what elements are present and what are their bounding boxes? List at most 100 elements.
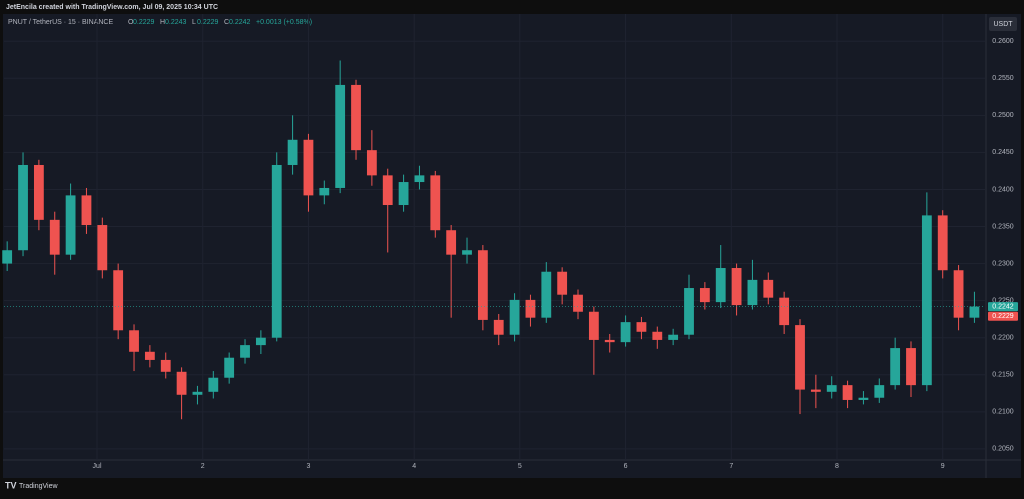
- candle-body: [303, 139, 314, 196]
- candle-body: [430, 175, 441, 231]
- price-tag: [988, 311, 1018, 321]
- candle-body: [335, 84, 346, 188]
- candle-body: [810, 389, 821, 392]
- candle-body: [668, 334, 679, 340]
- candle-body: [969, 306, 980, 318]
- candle-body: [573, 294, 583, 312]
- candle-body: [795, 325, 805, 390]
- candle-body: [652, 331, 663, 340]
- candle-body: [731, 268, 742, 306]
- candle-body: [763, 279, 774, 298]
- candle-body: [18, 164, 28, 251]
- y-tick-label: 0.2300: [992, 260, 1014, 267]
- candle-body: [874, 385, 885, 398]
- credit: JetEncila created with TradingView.com, …: [6, 4, 218, 11]
- y-tick-label: 0.2350: [992, 223, 1014, 230]
- price-tag: [988, 302, 1018, 312]
- y-tick-label: 0.2400: [992, 186, 1014, 193]
- candle-body: [684, 288, 694, 335]
- currency: USDT: [993, 21, 1013, 28]
- candle-body: [398, 182, 409, 206]
- legend-value: 0.2229: [133, 19, 155, 26]
- price-tag-label: 0.2229: [992, 313, 1014, 320]
- x-tick-label: 5: [518, 463, 522, 470]
- candle-body: [921, 215, 932, 386]
- y-tick-label: 0.2500: [992, 112, 1014, 119]
- candle-body: [858, 397, 869, 400]
- candle-body: [699, 288, 710, 303]
- candle-body: [319, 187, 330, 196]
- logo-mark: TV: [5, 480, 17, 490]
- y-tick-label: 0.2150: [992, 372, 1014, 379]
- candle-body: [192, 391, 203, 395]
- candle-body: [541, 271, 552, 318]
- candle-body: [97, 225, 108, 271]
- candle-body: [382, 175, 393, 206]
- candle-body: [414, 175, 425, 183]
- x-tick-label: 8: [835, 463, 839, 470]
- candle-body: [525, 299, 536, 318]
- candle-body: [287, 139, 298, 165]
- candle-body: [65, 195, 76, 255]
- x-tick-label: 7: [729, 463, 733, 470]
- price-tag-label: 0.2242: [992, 303, 1014, 310]
- x-tick-label: 9: [941, 463, 945, 470]
- x-tick-label: 4: [412, 463, 416, 470]
- candle-body: [509, 299, 520, 335]
- x-tick-label: 3: [306, 463, 310, 470]
- candle-body: [826, 385, 837, 392]
- y-tick-label: 0.2450: [992, 149, 1014, 156]
- legend-key: O: [128, 19, 134, 26]
- candle-body: [224, 357, 235, 378]
- candle-body: [477, 250, 488, 320]
- legend-change: +0.0013 (+0.58%): [256, 19, 312, 26]
- candle-body: [446, 230, 457, 255]
- candle-body: [462, 250, 472, 255]
- legend-value: 0.2243: [165, 19, 187, 26]
- legend-key: L: [192, 19, 196, 26]
- legend-key: H: [160, 19, 165, 26]
- legend-key: C: [224, 19, 229, 26]
- candle-body: [842, 385, 853, 400]
- x-tick-label: 6: [624, 463, 628, 470]
- candle-body: [2, 250, 13, 264]
- candle-body: [176, 371, 187, 395]
- candle-body: [636, 322, 647, 332]
- candle-body: [937, 215, 948, 271]
- candle-body: [208, 377, 219, 392]
- candle-body: [81, 195, 92, 226]
- chart-area: [3, 14, 1021, 478]
- y-tick-label: 0.2100: [992, 409, 1014, 416]
- candle-body: [113, 270, 124, 331]
- candle-body: [255, 337, 266, 346]
- candle-body: [351, 84, 361, 151]
- candle-body: [129, 330, 139, 352]
- legend-value: 0.2242: [229, 19, 251, 26]
- x-tick-label: Jul: [93, 463, 102, 470]
- candle-body: [620, 322, 631, 343]
- candle-body: [715, 268, 726, 303]
- y-tick-label: 0.2050: [992, 446, 1014, 453]
- candle-body: [747, 279, 758, 306]
- chart-title: PNUT / TetherUS · 15 · BINANCE: [8, 19, 113, 26]
- candle-body: [366, 150, 377, 176]
- currency-box: [989, 17, 1017, 31]
- legend-value: 0.2229: [197, 19, 219, 26]
- candle-body: [240, 345, 250, 358]
- candle-body: [144, 351, 155, 360]
- brand: TradingView: [19, 483, 58, 490]
- x-tick-label: 2: [201, 463, 205, 470]
- candle-body: [953, 270, 964, 318]
- candle-body: [890, 348, 901, 386]
- candle-body: [779, 297, 790, 326]
- candle-body: [557, 271, 568, 295]
- y-tick-label: 0.2600: [992, 38, 1014, 45]
- candle-body: [906, 348, 916, 386]
- candle-body: [271, 164, 282, 338]
- candle-body: [49, 219, 60, 255]
- candle-body: [493, 319, 504, 335]
- candle-body: [160, 359, 171, 372]
- ohlc-legend: O 0.2229 H 0.2243 L 0.2229 C 0.2242 +0.0013 (+0.…: [128, 19, 312, 26]
